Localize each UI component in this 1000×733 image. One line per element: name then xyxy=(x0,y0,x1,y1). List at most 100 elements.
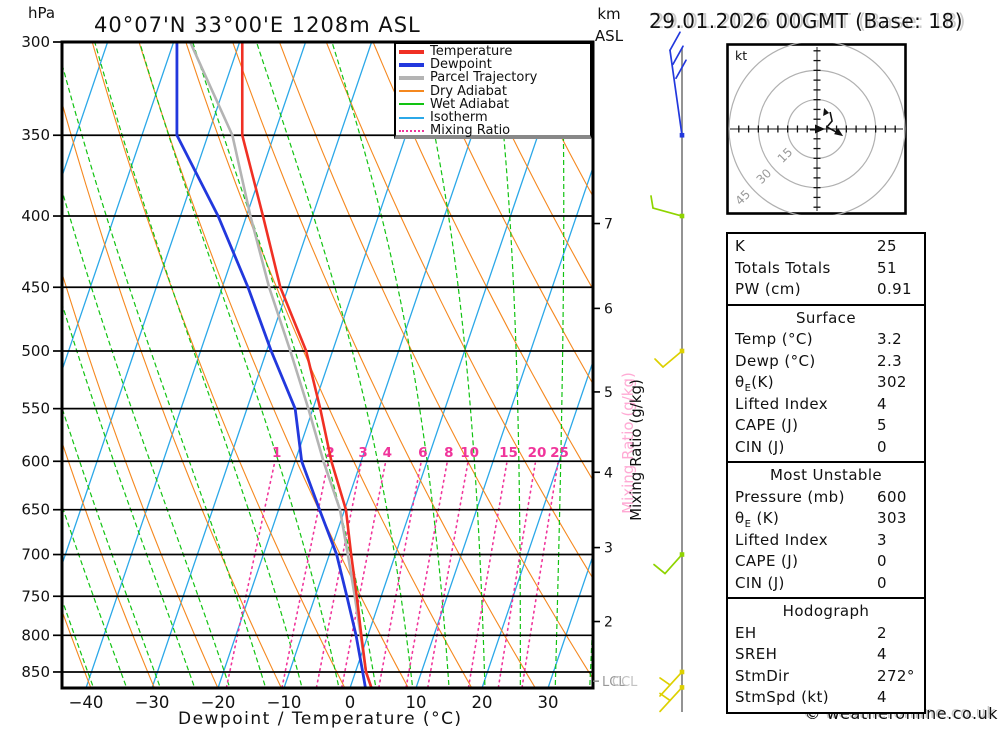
legend-swatch xyxy=(399,103,424,106)
legend-label: Temperature xyxy=(430,44,513,60)
stat-row: Pressure (mb) 600 xyxy=(728,487,924,509)
stat-value: 302 xyxy=(877,373,907,391)
stat-value: 4 xyxy=(877,394,887,413)
panel-section-header: Surface xyxy=(796,308,856,327)
stat-row: CAPE (J) 5 xyxy=(728,415,924,437)
isotherms xyxy=(63,43,592,687)
legend-swatch xyxy=(399,116,424,119)
wind-barb-350 xyxy=(669,31,687,138)
stat-row: θE(K) 302 xyxy=(728,372,924,394)
stat-value: 2.3 xyxy=(877,351,903,370)
legend-swatch xyxy=(399,90,424,93)
stat-row: SREH 4 xyxy=(728,644,924,666)
pressure-axis-unit-label: hPa xyxy=(28,4,56,22)
stat-label: EH xyxy=(735,623,757,642)
svg-text:850: 850 xyxy=(21,663,50,681)
legend-label: Dry Adiabat xyxy=(430,83,507,99)
temperature-axis-label: Dewpoint / Temperature (°C) xyxy=(178,709,463,729)
legend-item: Wet Adiabat xyxy=(399,98,590,111)
legend-swatch xyxy=(399,62,424,67)
stat-value: 303 xyxy=(877,509,907,527)
stat-label: Lifted Index xyxy=(735,530,829,549)
stat-value: 3.2 xyxy=(877,330,903,348)
svg-text:−30: −30 xyxy=(135,693,170,712)
storm-motion-arrow xyxy=(815,124,825,134)
svg-text:300: 300 xyxy=(21,33,50,51)
stat-value: 0 xyxy=(877,552,887,570)
stat-label: SREH xyxy=(735,645,778,663)
svg-text:450: 450 xyxy=(21,278,50,296)
panel-section: Most Unstable Pressure (mb) 600 θE (K) 303 Li… xyxy=(728,461,924,597)
stat-label: Pressure (mb) xyxy=(735,487,845,506)
stat-value: 272° xyxy=(877,666,915,685)
legend-label: Parcel Trajectory xyxy=(430,70,538,86)
svg-text:7: 7 xyxy=(604,217,613,233)
altitude-axis-unit-label: km ASL xyxy=(580,3,638,47)
legend-swatch xyxy=(399,129,424,132)
legend-item: Mixing Ratio xyxy=(399,124,590,137)
stat-row: CIN (J) 0 xyxy=(728,573,924,595)
valid-time-title: 29.01.2026 00GMT (Base: 18) xyxy=(649,9,963,33)
stat-value: 2 xyxy=(877,623,887,642)
legend-item: Parcel Trajectory xyxy=(399,71,590,84)
stat-row: StmDir 272° xyxy=(728,666,924,688)
stat-value: 4 xyxy=(877,688,887,706)
svg-text:CCL: CCL xyxy=(612,675,638,690)
plot-border xyxy=(60,40,595,690)
hodograph-trace-arrow xyxy=(834,128,844,137)
svg-text:500: 500 xyxy=(21,342,50,360)
stat-row: Lifted Index 4 xyxy=(728,394,924,416)
wind-barb-400 xyxy=(650,195,685,219)
stat-value: 0 xyxy=(877,573,887,592)
panel-section: K 25 Totals Totals 51 PW (cm) 0.91 xyxy=(728,234,924,304)
legend-swatch xyxy=(399,49,424,54)
hodograph-trace xyxy=(825,111,841,135)
altitude-unit-km: km xyxy=(597,5,621,23)
panel-section: Hodograph EH 2 SREH 4 StmDir 272° StmSpd (kt) 4 xyxy=(728,597,924,712)
wind-barb-700 xyxy=(653,552,685,575)
stat-label: Temp (°C) xyxy=(735,330,814,348)
svg-text:5: 5 xyxy=(604,385,613,401)
hodograph-unit-label: kt xyxy=(735,48,747,63)
wind-barb-872 xyxy=(659,685,685,713)
stat-label: Totals Totals xyxy=(735,258,831,277)
stat-value: 0 xyxy=(877,437,887,456)
stat-label: θE(K) xyxy=(735,373,775,394)
stat-value: 4 xyxy=(877,645,887,663)
svg-text:0: 0 xyxy=(345,693,356,712)
legend: Temperature Dewpoint Parcel Trajectory Dry … xyxy=(394,42,592,139)
stat-label: CAPE (J) xyxy=(735,416,799,434)
temperature-curve xyxy=(240,43,373,687)
wind-barb-850 xyxy=(659,669,685,697)
panel-section-header: Hodograph xyxy=(782,602,870,620)
svg-text:25: 25 xyxy=(550,445,569,461)
temperature-tick-labels: −40 −30 −20 −10 0 10 20 30 xyxy=(69,693,559,712)
svg-text:LCL: LCL xyxy=(602,675,626,690)
indices-panel: K 25 Totals Totals 51 PW (cm) 0.91 Surface Temp… xyxy=(726,232,926,714)
svg-text:800: 800 xyxy=(21,626,50,644)
stat-label: StmSpd (kt) xyxy=(735,688,830,706)
dewpoint-curve xyxy=(175,43,367,687)
mixing-ratio-lines xyxy=(225,462,559,687)
svg-text:350: 350 xyxy=(21,126,50,144)
stat-row: Temp (°C) 3.2 xyxy=(728,329,924,351)
station-title: 40°07'N 33°00'E 1208m ASL xyxy=(94,13,421,37)
svg-text:30: 30 xyxy=(538,693,559,712)
stat-label: CAPE (J) xyxy=(735,552,799,570)
legend-item: Dewpoint xyxy=(399,58,590,71)
stat-value: 600 xyxy=(877,487,907,506)
stat-row: CAPE (J) 0 xyxy=(728,551,924,573)
svg-text:Mixing Ratio (g/kg): Mixing Ratio (g/kg) xyxy=(619,372,637,514)
svg-text:6: 6 xyxy=(604,301,613,317)
svg-text:4: 4 xyxy=(383,445,392,461)
stat-label: CIN (J) xyxy=(735,437,785,456)
svg-text:750: 750 xyxy=(21,587,50,605)
stat-value: 51 xyxy=(877,258,897,277)
stat-row: Lifted Index 3 xyxy=(728,530,924,552)
legend-label: Dewpoint xyxy=(430,57,492,73)
stat-label: CIN (J) xyxy=(735,573,785,592)
stat-row: Totals Totals 51 xyxy=(728,258,924,280)
svg-text:−40: −40 xyxy=(69,693,104,712)
